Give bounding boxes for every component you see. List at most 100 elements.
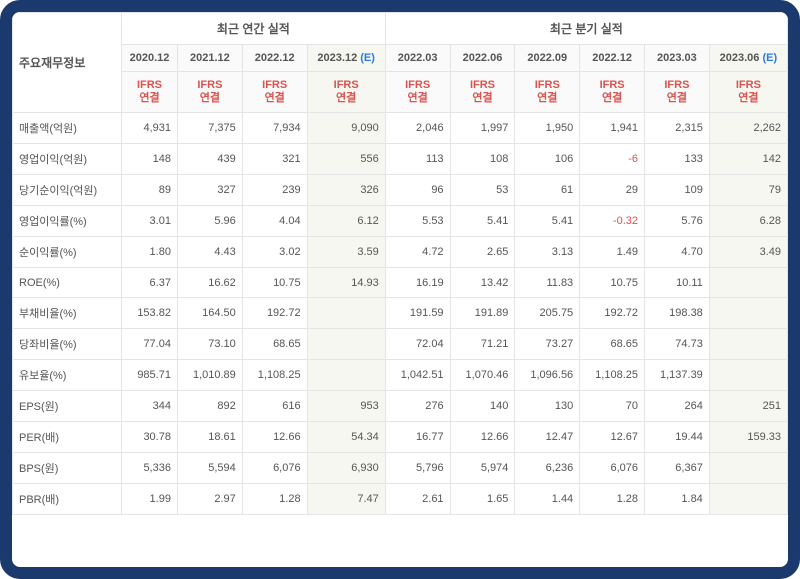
cell-value [709,329,787,360]
cell-value: 5,336 [122,453,178,484]
annual-period-header: 2022.12 [242,45,307,72]
table-row: 유보율(%)985.711,010.891,108.251,042.511,07… [13,360,788,391]
annual-ifrs-header: IFRS연결 [242,72,307,113]
cell-value: 113 [385,144,450,175]
cell-value: 1.49 [580,237,645,268]
table-row: BPS(원)5,3365,5946,0766,9305,7965,9746,23… [13,453,788,484]
cell-value: 1.44 [515,484,580,515]
cell-value: 616 [242,391,307,422]
quarter-period-header: 2023.06 (E) [709,45,787,72]
quarter-ifrs-header: IFRS연결 [645,72,710,113]
row-label: 순이익률(%) [13,237,122,268]
cell-value: 12.66 [450,422,515,453]
cell-value: 1,950 [515,113,580,144]
cell-value: 89 [122,175,178,206]
header-annual-group: 최근 연간 실적 [122,13,386,45]
cell-value: 2,046 [385,113,450,144]
cell-value: 2.97 [177,484,242,515]
cell-value: 16.77 [385,422,450,453]
quarter-ifrs-header: IFRS연결 [385,72,450,113]
table-row: 매출액(억원)4,9317,3757,9349,0902,0461,9971,9… [13,113,788,144]
cell-value: 192.72 [580,298,645,329]
row-label: 당기순이익(억원) [13,175,122,206]
header-group-row: 주요재무정보 최근 연간 실적 최근 분기 실적 [13,13,788,45]
cell-value: 133 [645,144,710,175]
cell-value: 2.65 [450,237,515,268]
cell-value: 68.65 [580,329,645,360]
cell-value: 14.93 [307,268,385,298]
cell-value: 6,236 [515,453,580,484]
cell-value: 29 [580,175,645,206]
quarter-ifrs-header: IFRS연결 [709,72,787,113]
cell-value: 276 [385,391,450,422]
quarter-period-header: 2022.03 [385,45,450,72]
cell-value: 6,930 [307,453,385,484]
cell-value: 1.84 [645,484,710,515]
annual-period-header: 2020.12 [122,45,178,72]
row-label: 영업이익(억원) [13,144,122,175]
cell-value: 7.47 [307,484,385,515]
cell-value: 205.75 [515,298,580,329]
cell-value: 3.49 [709,237,787,268]
cell-value: 344 [122,391,178,422]
cell-value: 4.43 [177,237,242,268]
header-period-row: 2020.122021.122022.122023.12 (E)2022.032… [13,45,788,72]
cell-value: 251 [709,391,787,422]
table-head: 주요재무정보 최근 연간 실적 최근 분기 실적 2020.122021.122… [13,13,788,113]
cell-value: 12.47 [515,422,580,453]
cell-value: 18.61 [177,422,242,453]
cell-value: 10.75 [242,268,307,298]
row-label: 영업이익률(%) [13,206,122,237]
cell-value: 6,076 [580,453,645,484]
cell-value: 1,096.56 [515,360,580,391]
cell-value: 3.01 [122,206,178,237]
table-row: ROE(%)6.3716.6210.7514.9316.1913.4211.83… [13,268,788,298]
cell-value: 1,997 [450,113,515,144]
cell-value: 4,931 [122,113,178,144]
header-rowlabel: 주요재무정보 [13,13,122,113]
cell-value: 1,010.89 [177,360,242,391]
cell-value: 264 [645,391,710,422]
cell-value [307,298,385,329]
table-row: 당좌비율(%)77.0473.1068.6572.0471.2173.2768.… [13,329,788,360]
cell-value [709,360,787,391]
cell-value: 326 [307,175,385,206]
cell-value: 140 [450,391,515,422]
cell-value [307,329,385,360]
cell-value: 68.65 [242,329,307,360]
cell-value: 73.27 [515,329,580,360]
cell-value: 71.21 [450,329,515,360]
table-row: 영업이익(억원)148439321556113108106-6133142 [13,144,788,175]
cell-value: 3.13 [515,237,580,268]
row-label: 부채비율(%) [13,298,122,329]
cell-value: 5,796 [385,453,450,484]
cell-value: 3.59 [307,237,385,268]
row-label: EPS(원) [13,391,122,422]
quarter-ifrs-header: IFRS연결 [580,72,645,113]
cell-value: 1,108.25 [242,360,307,391]
cell-value: 4.04 [242,206,307,237]
cell-value: 106 [515,144,580,175]
cell-value: 130 [515,391,580,422]
cell-value: 239 [242,175,307,206]
cell-value: 10.75 [580,268,645,298]
cell-value: 953 [307,391,385,422]
cell-value: 164.50 [177,298,242,329]
row-label: 당좌비율(%) [13,329,122,360]
cell-value: 191.59 [385,298,450,329]
cell-value: 6.12 [307,206,385,237]
cell-value: 198.38 [645,298,710,329]
cell-value: 1.80 [122,237,178,268]
cell-value: 148 [122,144,178,175]
cell-value: 61 [515,175,580,206]
row-label: BPS(원) [13,453,122,484]
row-label: 매출액(억원) [13,113,122,144]
cell-value: 5,974 [450,453,515,484]
quarter-period-header: 2022.09 [515,45,580,72]
header-quarterly-group: 최근 분기 실적 [385,13,787,45]
annual-period-header: 2021.12 [177,45,242,72]
row-label: ROE(%) [13,268,122,298]
cell-value: 321 [242,144,307,175]
cell-value: 16.19 [385,268,450,298]
cell-value: 1.65 [450,484,515,515]
